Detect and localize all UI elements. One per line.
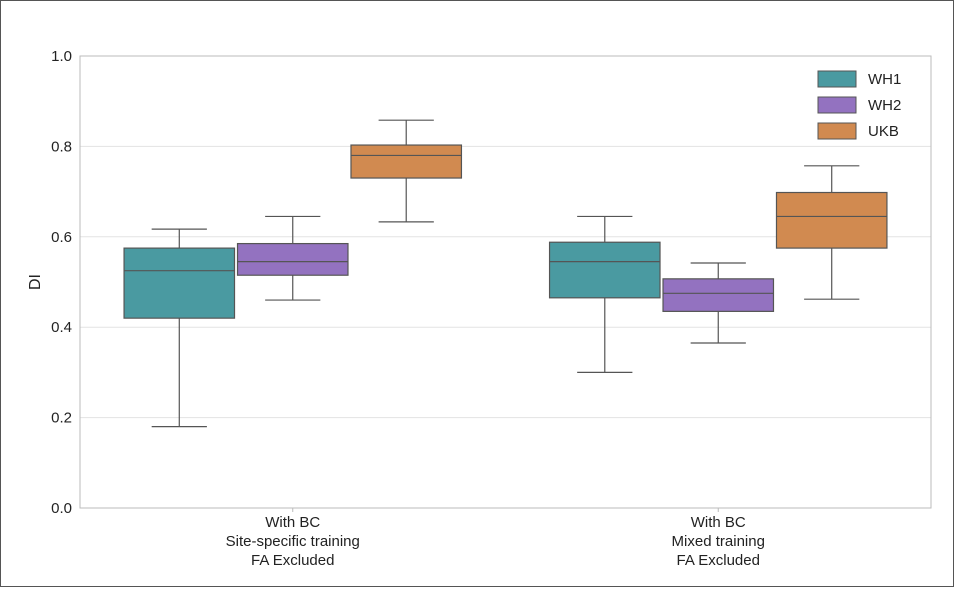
x-tick-label: Site-specific training [226,533,360,550]
box-WH2-2 [662,262,775,344]
legend-label-UKB: UKB [868,123,899,140]
box-UKB-1 [350,119,463,223]
legend-swatch-UKB [817,122,857,140]
y-tick-label: 0.6 [51,229,72,246]
box-body [775,191,888,249]
box-body [662,278,775,312]
y-tick-label: 0.0 [51,500,72,517]
x-tick-label: FA Excluded [251,552,334,569]
y-tick-labels: 0.0 0.2 0.4 0.6 0.8 1.0 [51,48,72,517]
legend-swatch-WH2 [817,96,857,114]
boxes [123,119,888,428]
box-body [236,242,349,276]
legend-label-WH2: WH2 [868,97,901,114]
y-tick-label: 0.4 [51,319,72,336]
x-tick-label: With BC [691,514,746,531]
box-WH2-1 [236,215,349,301]
y-tick-label: 0.8 [51,138,72,155]
y-tick-label: 1.0 [51,48,72,65]
box-body [548,241,661,299]
legend-swatch-WH1 [817,70,857,88]
legend: WH1 WH2 UKB [817,70,901,140]
x-tick-labels: With BC Site-specific training FA Excluded… [226,508,765,569]
legend-label-WH1: WH1 [868,71,901,88]
y-axis-label: DI [27,274,44,290]
box-body [123,247,236,319]
box-WH1-2 [548,215,661,373]
box-body [350,144,463,179]
box-WH1-1 [123,228,236,428]
box-UKB-2 [775,165,888,300]
plot-area-frame [79,55,932,509]
x-tick-label: FA Excluded [677,552,760,569]
y-tick-label: 0.2 [51,410,72,427]
x-tick-label: With BC [265,514,320,531]
x-tick-label: Mixed training [672,533,765,550]
